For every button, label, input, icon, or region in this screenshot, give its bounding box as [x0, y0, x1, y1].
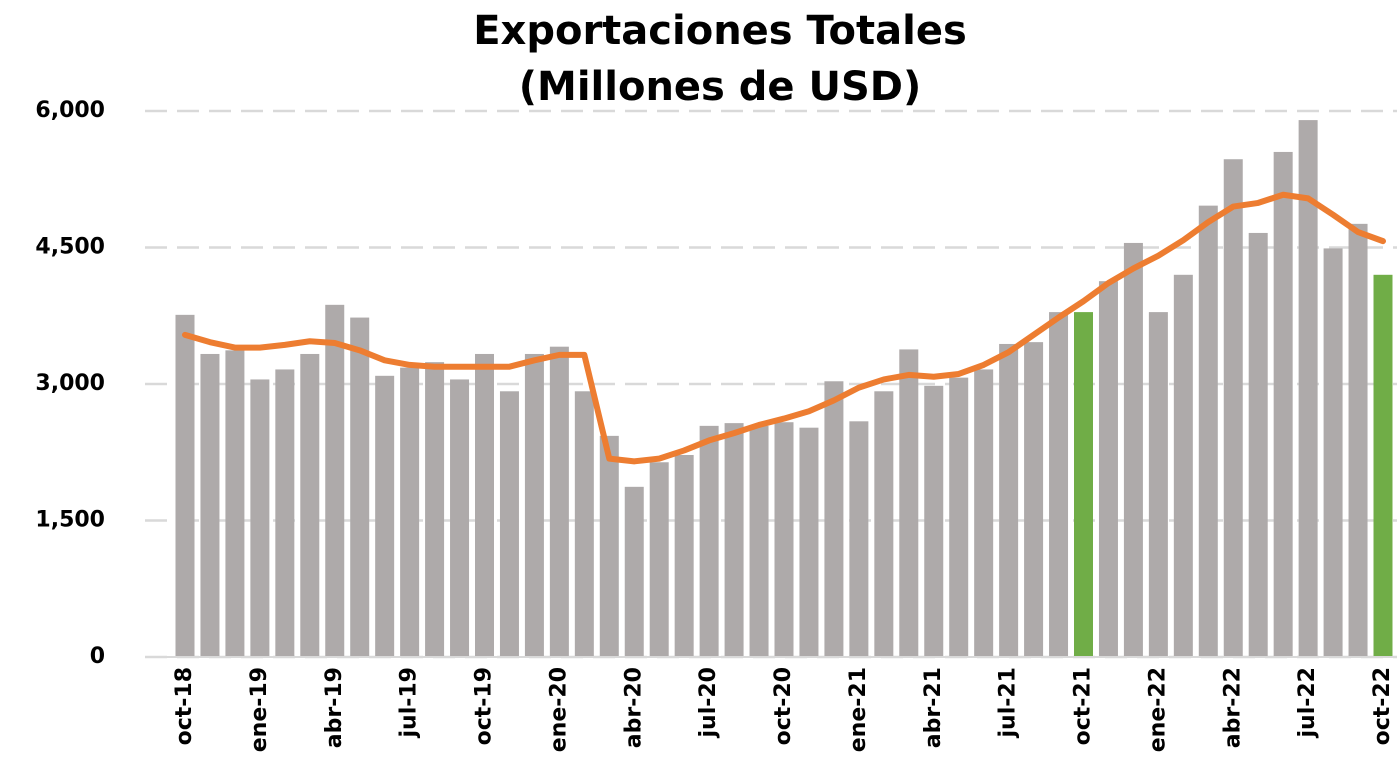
- bar: [300, 353, 320, 657]
- bar: [1273, 151, 1293, 657]
- bar: [1348, 223, 1368, 657]
- bar: [949, 377, 969, 657]
- bar: [774, 422, 794, 657]
- x-tick-label: oct-22: [1370, 667, 1395, 745]
- bar: [350, 317, 370, 657]
- y-tick-label: 4,500: [35, 235, 105, 260]
- chart-title: (Millones de USD): [519, 64, 922, 110]
- bar: [1198, 205, 1218, 657]
- bar: [749, 425, 769, 657]
- bar: [325, 304, 345, 657]
- x-tick-label: jul-22: [1295, 667, 1320, 739]
- x-tick-label: ene-21: [846, 667, 871, 752]
- bar: [1024, 342, 1044, 657]
- bar: [674, 454, 694, 657]
- bar: [1223, 159, 1243, 658]
- bar: [475, 353, 494, 657]
- bar: [275, 369, 295, 657]
- bar: [450, 379, 470, 657]
- x-tick-label: ene-22: [1145, 667, 1170, 752]
- bar: [699, 425, 719, 657]
- y-tick-label: 3,000: [35, 371, 105, 396]
- bar: [824, 381, 844, 657]
- x-tick-label: ene-20: [546, 667, 571, 752]
- bar: [1323, 248, 1343, 657]
- bar: [175, 314, 195, 657]
- bar: [200, 353, 220, 657]
- y-tick-label: 1,500: [35, 508, 105, 533]
- x-tick-label: jul-19: [397, 667, 422, 739]
- bar: [225, 350, 245, 657]
- bar: [425, 362, 445, 657]
- x-tick-label: abr-22: [1220, 667, 1245, 748]
- bar: [624, 486, 644, 657]
- bar: [974, 369, 994, 657]
- bar: [549, 346, 569, 657]
- x-tick-label: ene-19: [247, 667, 272, 752]
- bar: [499, 391, 519, 657]
- x-tick-label: jul-20: [696, 667, 721, 739]
- x-tick-label: oct-19: [472, 667, 497, 745]
- bar: [924, 385, 944, 657]
- x-tick-label: jul-21: [996, 667, 1021, 739]
- bar: [849, 421, 869, 657]
- bar: [724, 423, 744, 657]
- x-tick-label: oct-21: [1071, 667, 1096, 745]
- bar: [1123, 242, 1143, 657]
- bar: [375, 375, 395, 657]
- bar: [1298, 120, 1318, 658]
- x-tick-label: abr-19: [322, 667, 347, 748]
- bar: [899, 349, 919, 657]
- bar: [1148, 312, 1168, 657]
- x-tick-label: abr-21: [921, 667, 946, 748]
- bar: [250, 379, 270, 657]
- bar: [524, 353, 544, 657]
- bar: [649, 462, 669, 657]
- bar: [1248, 232, 1268, 657]
- bar: [1074, 312, 1093, 657]
- bar: [799, 427, 819, 657]
- x-tick-label: oct-20: [771, 667, 796, 745]
- bar: [1373, 274, 1393, 657]
- bar: [574, 391, 594, 657]
- y-tick-label: 0: [90, 644, 105, 669]
- bar: [1098, 281, 1118, 657]
- y-tick-label: 6,000: [35, 98, 105, 123]
- bar: [400, 367, 420, 657]
- line: [182, 191, 1386, 465]
- bar: [1173, 274, 1193, 657]
- bar: [874, 391, 894, 657]
- x-tick-label: oct-18: [172, 667, 197, 745]
- bar: [1049, 312, 1069, 657]
- x-tick-label: abr-20: [621, 667, 646, 748]
- bar: [599, 435, 619, 657]
- chart-title: Exportaciones Totales: [473, 8, 967, 54]
- bar: [999, 343, 1019, 657]
